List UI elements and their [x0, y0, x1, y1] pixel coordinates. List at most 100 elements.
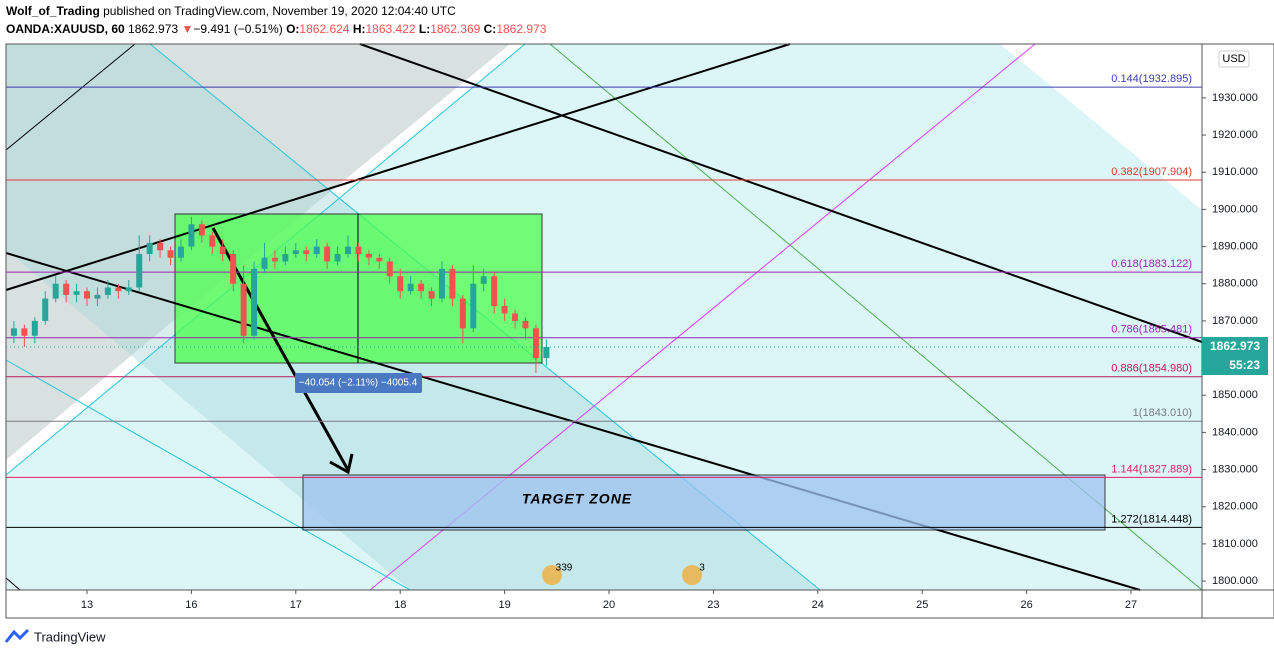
y-tick-label: 1920.000 — [1212, 129, 1258, 141]
candle-body — [282, 254, 289, 262]
y-tick-label: 1810.000 — [1212, 538, 1258, 550]
c-label: C: — [484, 22, 497, 36]
l-label: L: — [419, 22, 430, 36]
currency-button[interactable] — [1218, 50, 1250, 68]
last-price: 1862.973 — [1210, 339, 1260, 353]
measure-tag — [295, 373, 422, 393]
candle-body — [146, 242, 153, 254]
candle-body — [491, 276, 498, 307]
candle-body — [303, 250, 310, 254]
fib-label: 0.886(1854.980) — [1111, 363, 1192, 375]
o: 1862.624 — [299, 22, 349, 36]
candle-body — [543, 346, 550, 359]
event-icon[interactable] — [682, 565, 702, 585]
candle-body — [104, 287, 111, 295]
y-tick-label: 1870.000 — [1212, 315, 1258, 327]
fib-label: 0.786(1865.481) — [1111, 324, 1192, 336]
brand: TradingView — [34, 629, 106, 644]
candle-body — [355, 246, 362, 254]
candle-body — [84, 291, 91, 299]
candle-body — [73, 291, 80, 295]
candle-body — [31, 320, 38, 336]
last-price-tag — [1202, 337, 1268, 376]
measure-label: −40.054 (−2.11%) −4005.4 — [299, 378, 418, 389]
candle-body — [522, 320, 529, 329]
published: published on TradingView.com, November 1… — [103, 4, 456, 18]
fib-label: 1.272(1814.448) — [1111, 513, 1192, 525]
x-tick-label: 13 — [81, 599, 93, 611]
o-label: O: — [286, 22, 299, 36]
x-tick-label: 19 — [498, 599, 510, 611]
axes: 1800.000 1810.000 1820.000 1830.000 1840.000… — [6, 92, 1268, 611]
candle-body — [397, 276, 404, 292]
x-tick-label: 25 — [916, 599, 928, 611]
candle-body — [136, 254, 143, 288]
candle-body — [438, 268, 445, 299]
candle-body — [501, 306, 508, 314]
candle-body — [386, 261, 393, 277]
fib-label: 1.144(1827.889) — [1111, 463, 1192, 475]
arrow-head — [329, 453, 354, 475]
candle-body — [42, 298, 49, 321]
event-count: 3 — [699, 563, 705, 574]
candle-body — [52, 283, 59, 299]
x-tick-label: 20 — [603, 599, 615, 611]
candle-body — [177, 246, 184, 258]
y-tick-label: 1930.000 — [1212, 92, 1258, 104]
candle-body — [251, 268, 258, 336]
candle-body — [209, 235, 216, 247]
candle-body — [459, 298, 466, 329]
candle-body — [449, 268, 456, 299]
candle-body — [63, 283, 70, 295]
x-tick-label: 17 — [290, 599, 302, 611]
drawings — [5, 43, 1203, 591]
symbol: OANDA:XAUUSD, 60 — [6, 22, 125, 36]
candle-body — [512, 313, 519, 321]
candle-body — [10, 328, 17, 336]
trend-line — [5, 43, 791, 291]
x-tick-label: 26 — [1020, 599, 1032, 611]
candle-body — [470, 283, 477, 329]
fib-label: 0.144(1932.895) — [1111, 73, 1192, 85]
event-count: 339 — [556, 563, 573, 574]
target-zone — [302, 474, 1106, 531]
candle-body — [407, 283, 414, 292]
candle-body — [230, 254, 237, 284]
candle-body — [125, 287, 132, 292]
candle-body — [376, 257, 383, 262]
candle-body — [240, 283, 247, 336]
logo — [4, 628, 30, 643]
h: 1863.422 — [366, 22, 416, 36]
event-icon[interactable] — [542, 565, 562, 585]
currency: USD — [1222, 53, 1245, 65]
candle-body — [157, 242, 164, 251]
x-tick-label: 18 — [394, 599, 406, 611]
c: 1862.973 — [496, 22, 546, 36]
x-tick-label: 24 — [812, 599, 824, 611]
candle-body — [365, 254, 372, 258]
candle-body — [115, 287, 122, 292]
frame — [5, 43, 1274, 619]
change: −9.491 (−0.51%) — [193, 22, 282, 36]
candle-body — [324, 246, 331, 262]
candle-body — [94, 294, 101, 299]
candle-body — [480, 276, 487, 284]
candle-body — [345, 246, 352, 254]
y-tick-label: 1820.000 — [1212, 501, 1258, 513]
y-tick-label: 1850.000 — [1212, 389, 1258, 401]
header-line: Wolf_of_Trading published on TradingView… — [6, 4, 456, 18]
candle-body — [532, 328, 539, 359]
candle-body — [261, 257, 268, 269]
x-tick-label: 23 — [707, 599, 719, 611]
price: 1862.973 — [128, 22, 178, 36]
countdown: 55:23 — [1229, 358, 1260, 372]
x-tick-label: 27 — [1125, 599, 1137, 611]
header-line: OANDA:XAUUSD, 60 1862.973 ▼−9.491 (−0.51… — [6, 22, 547, 36]
trend-line — [5, 577, 21, 591]
y-tick-label: 1830.000 — [1212, 463, 1258, 475]
fib-label: 1(1843.010) — [1133, 407, 1192, 419]
trend-line — [359, 43, 1203, 343]
candle-body — [188, 224, 195, 247]
